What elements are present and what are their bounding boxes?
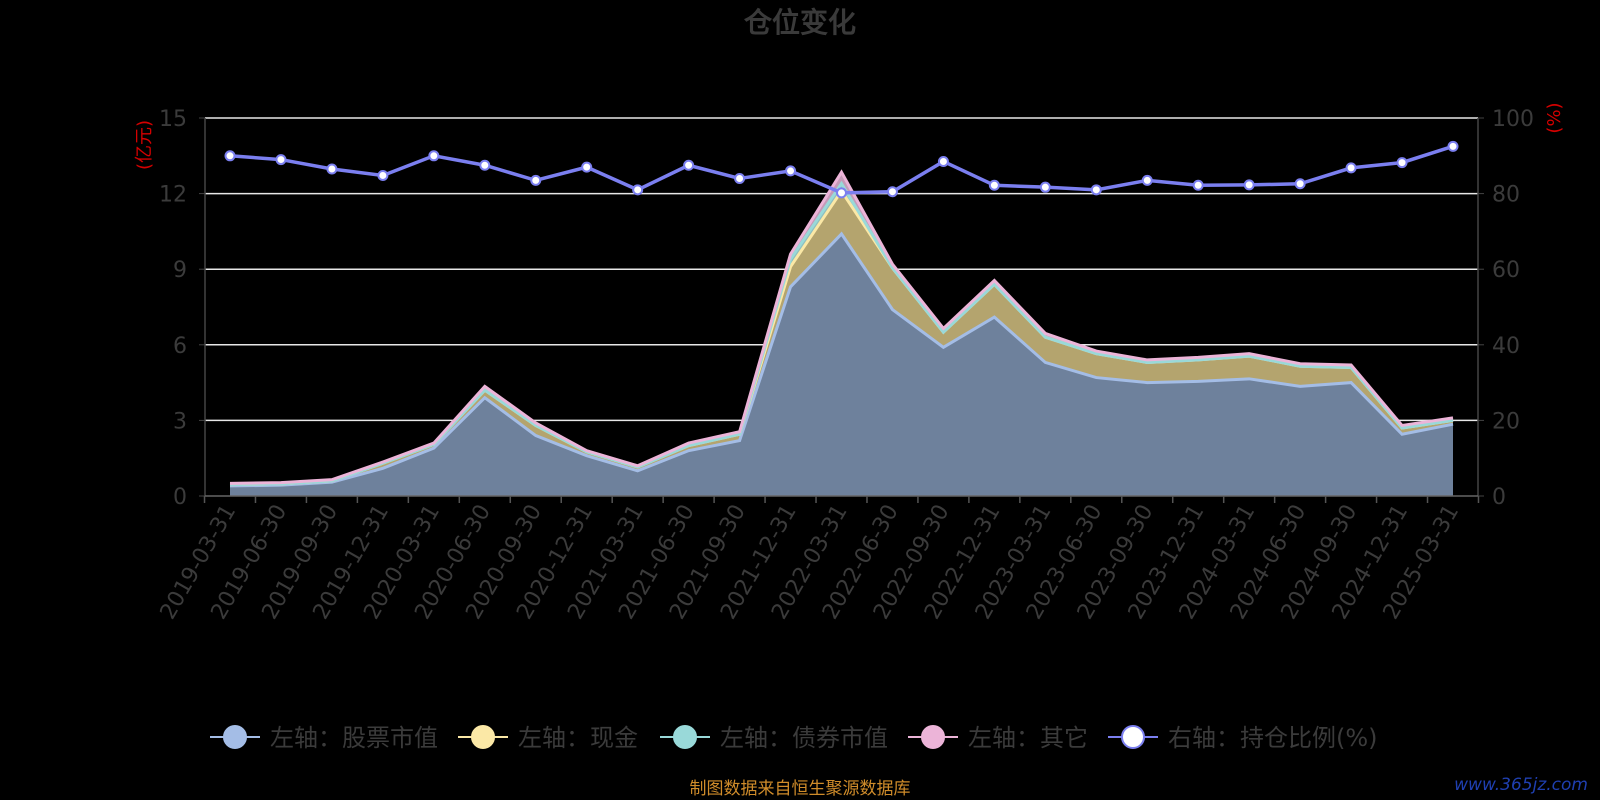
stacked-areas (230, 172, 1453, 497)
legend-marker (673, 725, 697, 749)
holding-ratio-point (632, 184, 644, 196)
holding-ratio-point (530, 174, 542, 186)
legend[interactable]: 左轴：股票市值 左轴：现金 左轴：债券市值 左轴：其它 右轴：持仓比例(%) (210, 724, 1378, 752)
legend-item[interactable]: 左轴：债券市值 (660, 724, 888, 752)
legend-label: 左轴：债券市值 (720, 724, 888, 752)
holding-ratio-point (1243, 179, 1255, 191)
holding-ratio-point (428, 150, 440, 162)
holding-ratio-point (1345, 162, 1357, 174)
legend-label: 右轴：持仓比例(%) (1168, 724, 1378, 752)
holding-ratio-point (1447, 140, 1459, 152)
right-tick-label: 20 (1492, 409, 1520, 434)
watermark: www.365jz.com (1454, 775, 1588, 795)
series-line-a4bde6 (229, 231, 1454, 488)
series-line-ecb4d8 (229, 169, 1454, 485)
right-tick-label: 60 (1492, 258, 1520, 283)
legend-label: 左轴：其它 (968, 724, 1088, 752)
holding-ratio-point (1141, 174, 1153, 186)
holding-ratio-point (377, 169, 389, 181)
legend-item[interactable]: 左轴：其它 (908, 724, 1088, 752)
legend-item[interactable]: 左轴：股票市值 (210, 724, 438, 752)
right-tick-label: 0 (1492, 485, 1506, 510)
legend-marker (1121, 725, 1145, 749)
holding-ratio-point (326, 163, 338, 175)
legend-item[interactable]: 左轴：现金 (458, 724, 638, 752)
holding-ratio-point (1294, 178, 1306, 190)
left-tick-label: 9 (173, 258, 187, 283)
legend-item[interactable]: 右轴：持仓比例(%) (1108, 724, 1378, 752)
legend-marker (471, 725, 495, 749)
holding-ratio-point (1396, 157, 1408, 169)
holding-ratio-point (937, 155, 949, 167)
holding-ratio-point (683, 159, 695, 171)
left-tick-label: 6 (173, 334, 187, 359)
left-tick-label: 3 (173, 409, 187, 434)
holding-ratio-point (479, 159, 491, 171)
right-tick-label: 40 (1492, 334, 1520, 359)
holding-ratio-point (1192, 179, 1204, 191)
holding-ratio-point (886, 186, 898, 198)
left-axis-unit: (亿元) (134, 120, 155, 170)
holding-ratio-point (836, 187, 847, 199)
legend-marker (921, 725, 945, 749)
right-axis-unit: (%) (1544, 102, 1565, 133)
source-note: 制图数据来自恒生聚源数据库 (690, 779, 911, 799)
holding-ratio-point (1090, 184, 1102, 196)
right-tick-label: 100 (1492, 107, 1534, 132)
left-tick-label: 0 (173, 485, 187, 510)
legend-marker (223, 725, 247, 749)
area-a4bde6 (230, 233, 1453, 497)
holding-ratio-point (581, 161, 593, 173)
holding-ratio-point (785, 165, 797, 177)
holding-ratio-point (988, 179, 1000, 191)
holding-ratio-point (275, 154, 287, 166)
right-tick-label: 80 (1492, 183, 1520, 208)
left-tick-label: 15 (159, 107, 187, 132)
holding-ratio-point (224, 150, 236, 162)
legend-label: 左轴：股票市值 (270, 724, 438, 752)
series-lines (224, 140, 1459, 488)
chart-title: 仓位变化 (744, 6, 856, 39)
legend-label: 左轴：现金 (518, 724, 638, 752)
holding-ratio-point (1039, 181, 1051, 193)
left-tick-label: 12 (159, 183, 187, 208)
holding-ratio-point (734, 172, 746, 184)
